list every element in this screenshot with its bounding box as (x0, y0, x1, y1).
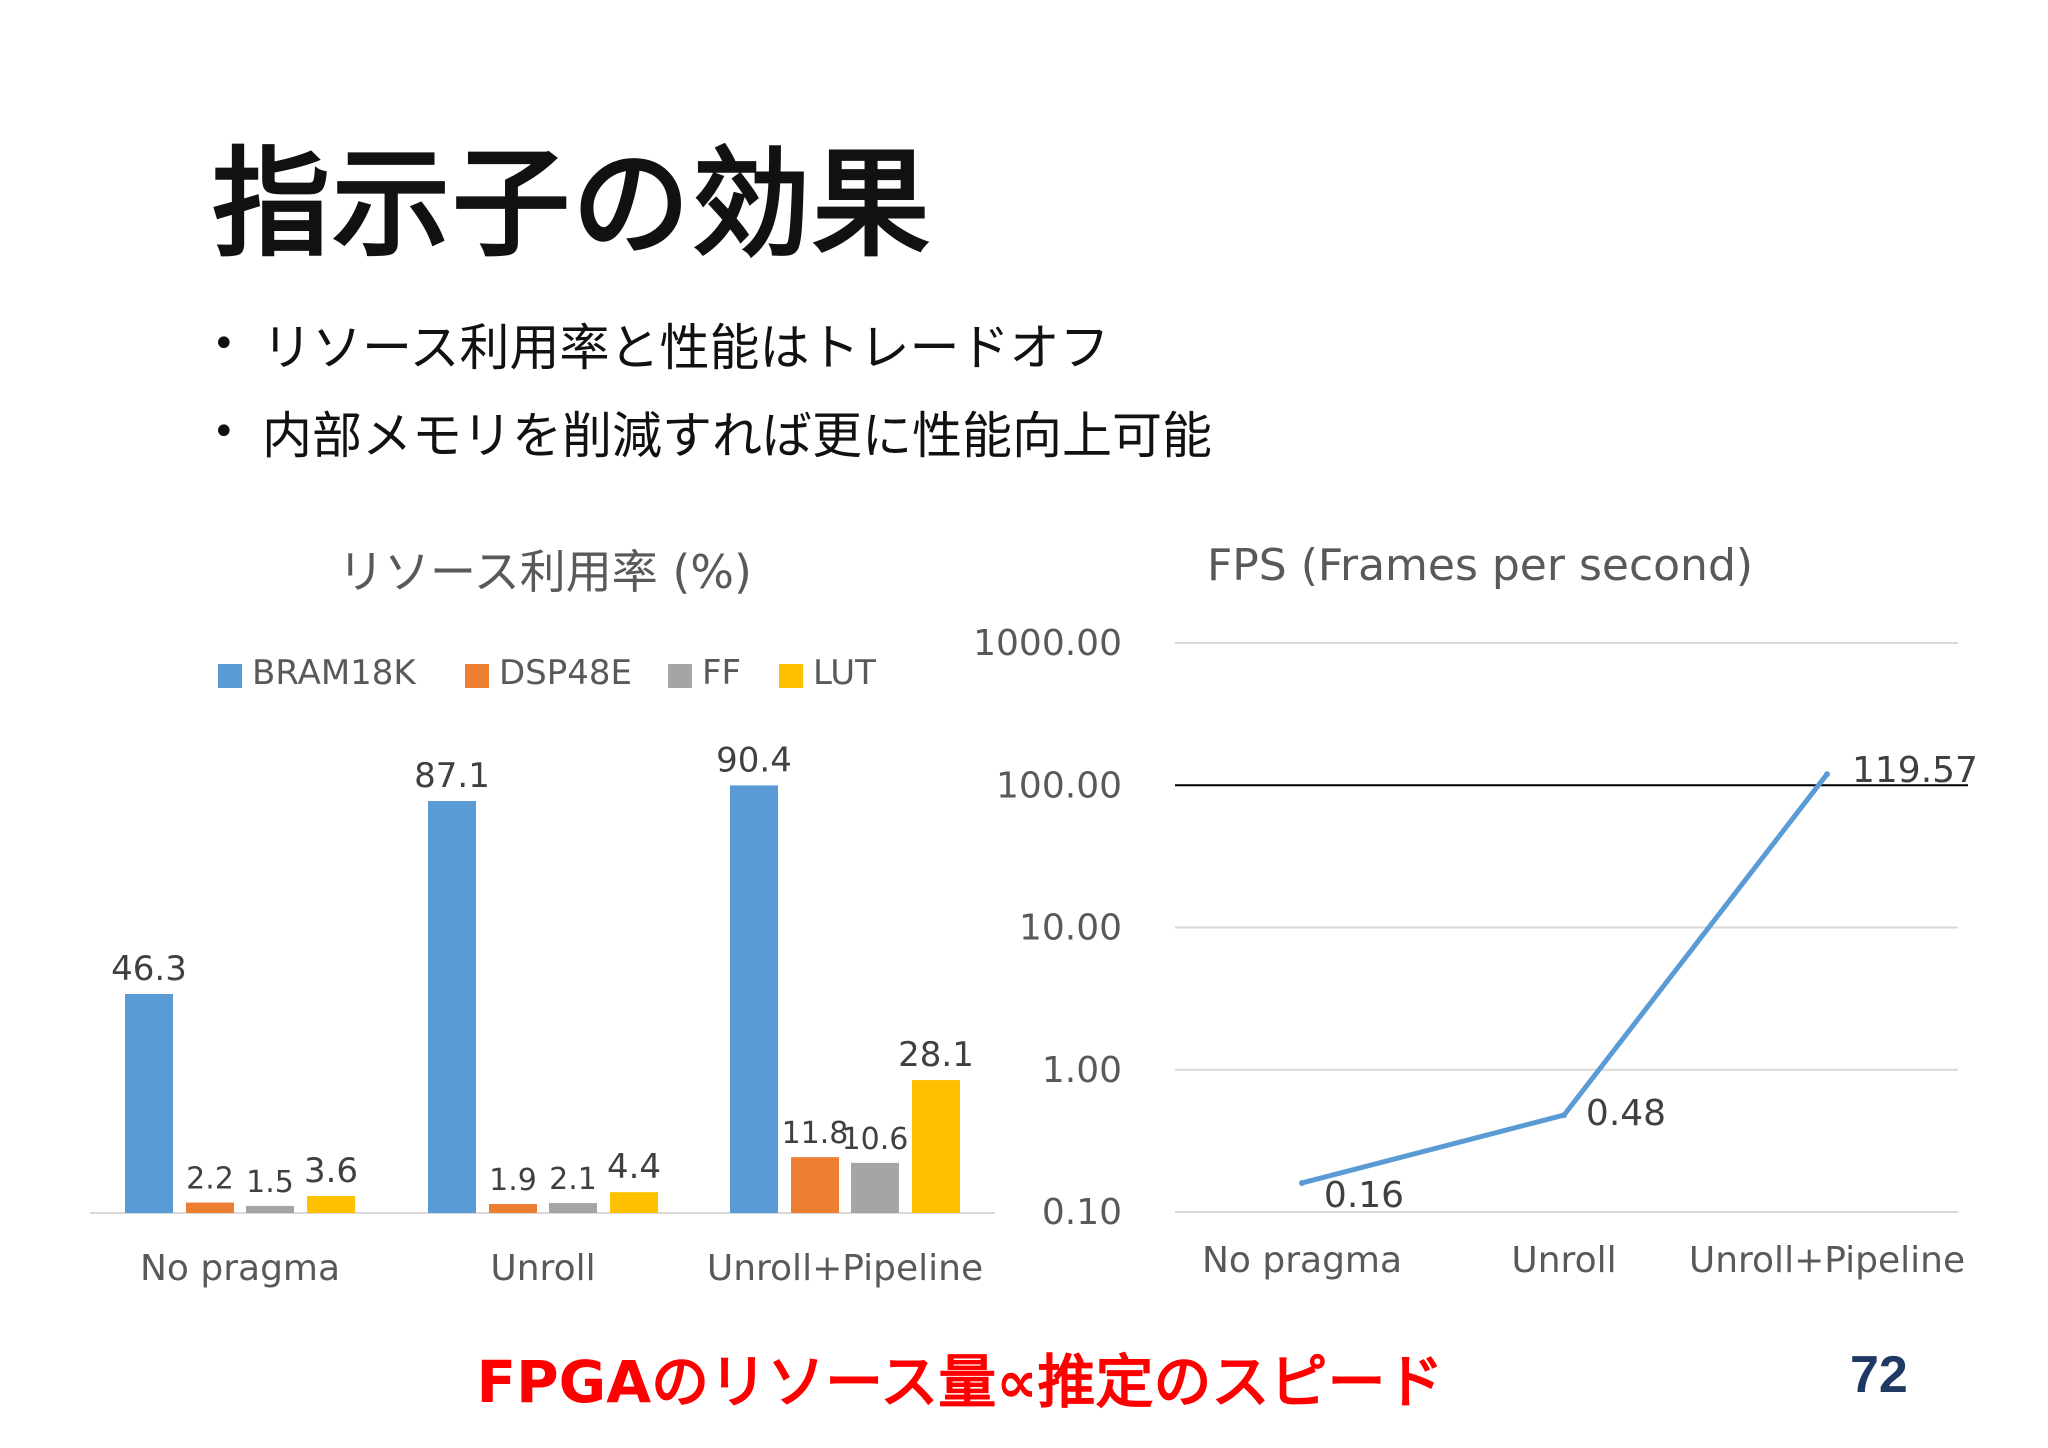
legend-label: BRAM18K (252, 653, 417, 693)
bullet-item: • リソース利用率と性能はトレードオフ (212, 300, 1212, 388)
data-label: 10.6 (842, 1122, 909, 1157)
data-label: 119.57 (1852, 750, 1978, 791)
legend-swatch (465, 664, 489, 688)
data-label: 2.1 (549, 1162, 597, 1197)
y-tick-label: 10.00 (1019, 908, 1122, 949)
data-label: 0.16 (1324, 1175, 1404, 1216)
data-label: 90.4 (716, 740, 792, 780)
bar (307, 1195, 355, 1213)
bar (246, 1205, 294, 1213)
chart-title: FPS (Frames per second) (1207, 540, 1753, 591)
data-point (1824, 771, 1830, 778)
bar (186, 1202, 234, 1213)
bullet-item: • 内部メモリを削減すれば更に性能向上可能 (212, 388, 1212, 476)
bullet-text: 内部メモリを削減すれば更に性能向上可能 (262, 407, 1212, 465)
bullet-text: リソース利用率と性能はトレードオフ (262, 319, 1110, 377)
page-number: 72 (1850, 1346, 1908, 1404)
legend-swatch (668, 664, 692, 688)
x-tick-label: No pragma (1202, 1240, 1402, 1281)
bar (610, 1192, 658, 1213)
footer-note: FPGAのリソース量∝推定のスピード (476, 1348, 1444, 1416)
x-tick-label: Unroll (490, 1248, 595, 1289)
y-tick-label: 100.00 (996, 765, 1122, 806)
bar (125, 994, 173, 1213)
data-label: 3.6 (304, 1151, 358, 1191)
bullet-dot-icon: • (212, 409, 236, 455)
x-tick-label: No pragma (140, 1248, 340, 1289)
x-tick-label: Unroll+Pipeline (1689, 1240, 1965, 1281)
data-label: 1.5 (246, 1165, 294, 1200)
legend-swatch (218, 664, 242, 688)
fps-series-line (1301, 772, 1829, 1186)
data-point (1561, 1112, 1567, 1119)
bar (489, 1204, 537, 1213)
bullet-list: • リソース利用率と性能はトレードオフ • 内部メモリを削減すれば更に性能向上可… (212, 300, 1212, 476)
data-label: 46.3 (111, 949, 187, 989)
chart-title: リソース利用率 (%) (338, 545, 752, 599)
bar (851, 1162, 899, 1213)
bar (791, 1157, 839, 1213)
legend-label: FF (702, 653, 741, 693)
bar (730, 785, 778, 1213)
data-label: 4.4 (607, 1147, 661, 1187)
bar (428, 801, 476, 1213)
data-point (1299, 1179, 1305, 1186)
y-tick-label: 1000.00 (973, 623, 1122, 664)
data-label: 87.1 (414, 756, 490, 796)
fps-line-chart: FPS (Frames per second) 0.10 1.00 10.00 100.… (973, 540, 1978, 1281)
legend-label: DSP48E (499, 653, 632, 693)
legend-label: LUT (813, 653, 876, 693)
data-label: 1.9 (489, 1163, 537, 1198)
y-tick-label: 1.00 (1042, 1050, 1122, 1091)
bullet-dot-icon: • (212, 321, 236, 367)
legend-swatch (779, 664, 803, 688)
bar (912, 1080, 960, 1213)
data-label: 2.2 (186, 1162, 234, 1197)
data-label: 28.1 (898, 1035, 974, 1075)
data-label: 0.48 (1586, 1093, 1666, 1134)
x-tick-label: Unroll+Pipeline (707, 1248, 983, 1289)
data-label: 11.8 (782, 1116, 849, 1151)
bar (549, 1203, 597, 1213)
slide-title: 指示子の効果 (212, 135, 933, 273)
y-tick-label: 0.10 (1042, 1192, 1122, 1233)
x-tick-label: Unroll (1511, 1240, 1616, 1281)
resource-usage-bar-chart: リソース利用率 (%) BRAM18K DSP48E FF LUT 46.3 2.2 1.5 3… (90, 545, 995, 1289)
